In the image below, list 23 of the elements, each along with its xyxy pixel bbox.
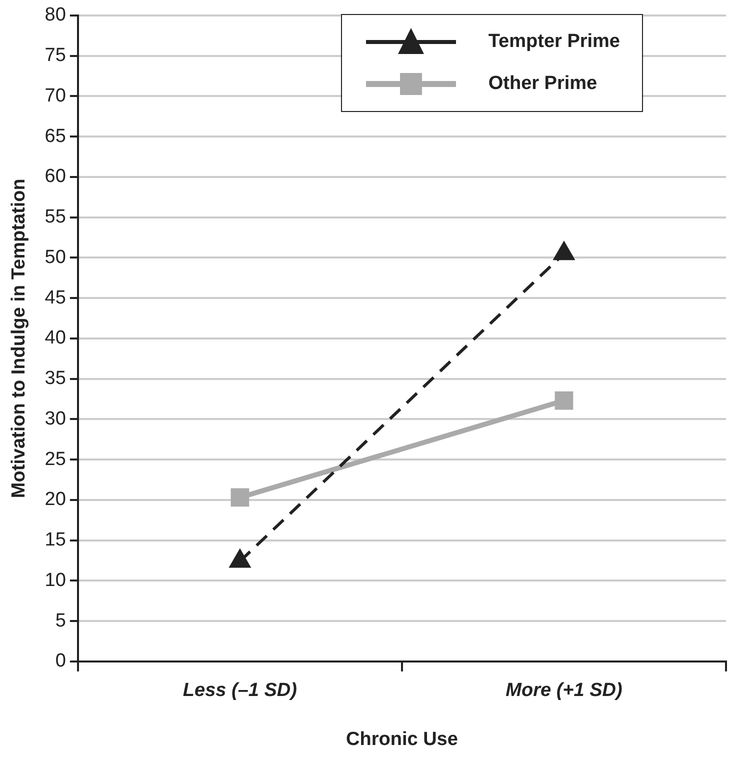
y-tick-label: 80 (44, 4, 66, 26)
legend-label: Other Prime (488, 73, 598, 95)
y-tick-label: 25 (44, 448, 66, 470)
y-tick-label: 0 (55, 650, 66, 672)
y-tick-label: 40 (44, 328, 66, 349)
x-axis-title: Chronic Use (346, 728, 458, 750)
y-tick-label: 30 (44, 408, 66, 430)
x-tick-label: Less (–1 SD) (182, 680, 297, 702)
y-tick-label: 5 (55, 610, 66, 632)
y-tick-label: 35 (44, 368, 66, 390)
y-tick-label: 60 (44, 166, 66, 188)
legend-label: Tempter Prime (488, 31, 620, 53)
y-tick-label: 55 (44, 206, 66, 228)
y-tick-label: 15 (44, 530, 66, 551)
y-tick-label: 20 (44, 489, 66, 510)
y-axis-title: Motivation to Indulge in Temptation (8, 178, 30, 498)
y-tick-label: 45 (44, 287, 66, 308)
x-tick-label: More (+1 SD) (506, 680, 622, 702)
y-tick-label: 10 (44, 570, 66, 591)
y-tick-label: 75 (44, 45, 66, 66)
y-tick-label: 70 (44, 85, 66, 106)
y-tick-label: 65 (44, 126, 66, 147)
y-tick-label: 50 (44, 246, 66, 268)
